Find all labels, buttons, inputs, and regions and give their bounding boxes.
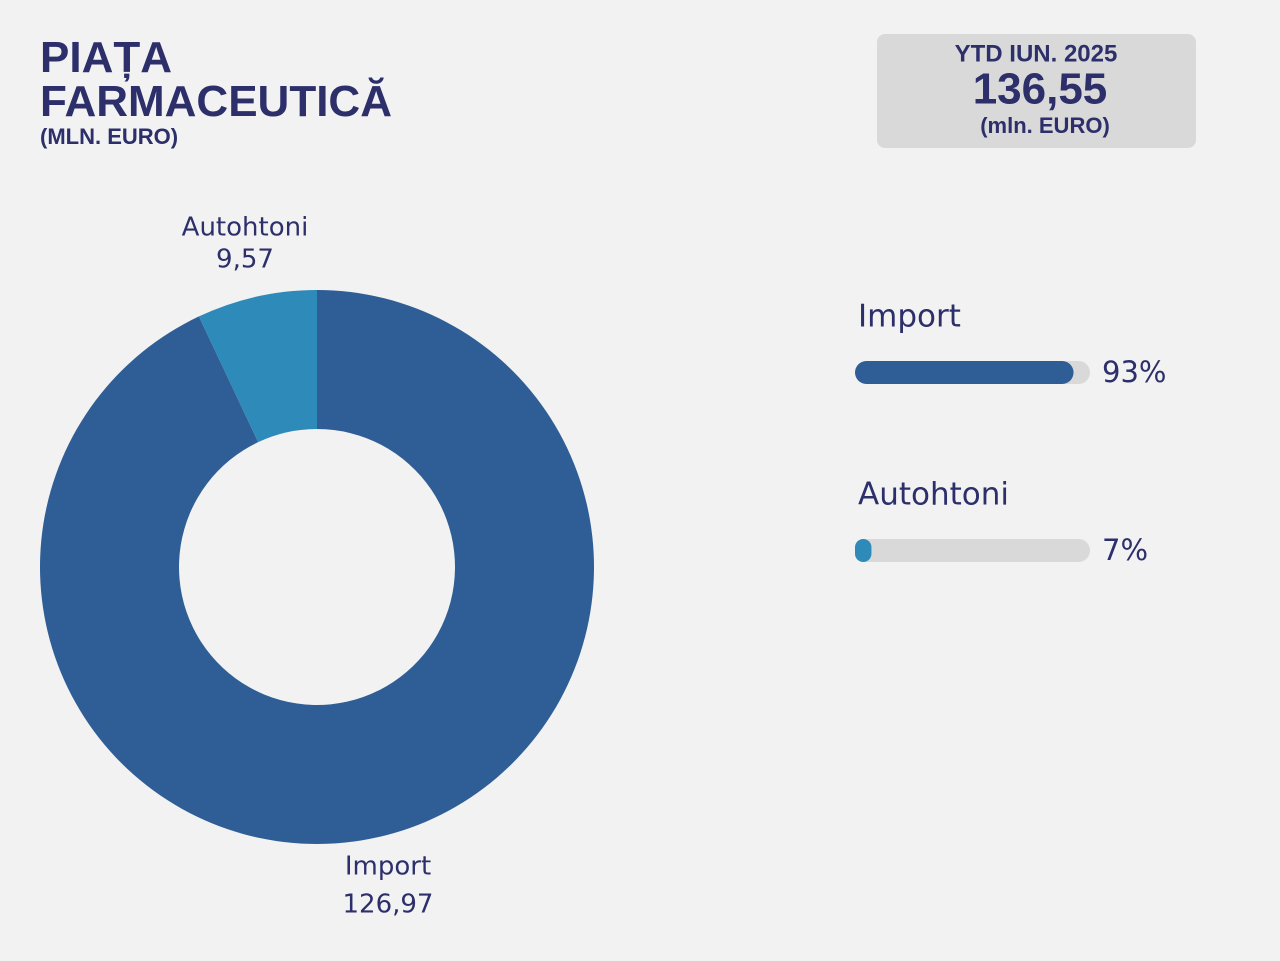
kpi-period: YTD IUN. 2025: [955, 40, 1118, 67]
bar-value: 7%: [1102, 533, 1148, 567]
segment-label: Import: [345, 852, 431, 882]
header: PIAȚA FARMACEUTICĂ (MLN. EURO): [40, 36, 392, 149]
kpi-box: [877, 34, 1196, 148]
bar-label: Import: [858, 299, 961, 335]
bar: [855, 361, 1074, 384]
bar-value: 93%: [1102, 355, 1166, 389]
segment-label: Autohtoni: [182, 213, 309, 243]
segment-value: 9,57: [216, 245, 274, 275]
bar: [855, 539, 872, 562]
title: PIAȚA FARMACEUTICĂ: [40, 36, 392, 126]
bar-label: Autohtoni: [858, 477, 1009, 513]
donut-segment: [198, 290, 317, 443]
kpi-value: 136,55: [973, 65, 1108, 114]
kpi-unit: (mln. EURO): [980, 113, 1110, 138]
subtitle: (MLN. EURO): [40, 124, 179, 149]
donut-segment: [40, 290, 595, 844]
segment-value: 126,97: [343, 890, 434, 920]
bar-track: [855, 539, 1090, 562]
